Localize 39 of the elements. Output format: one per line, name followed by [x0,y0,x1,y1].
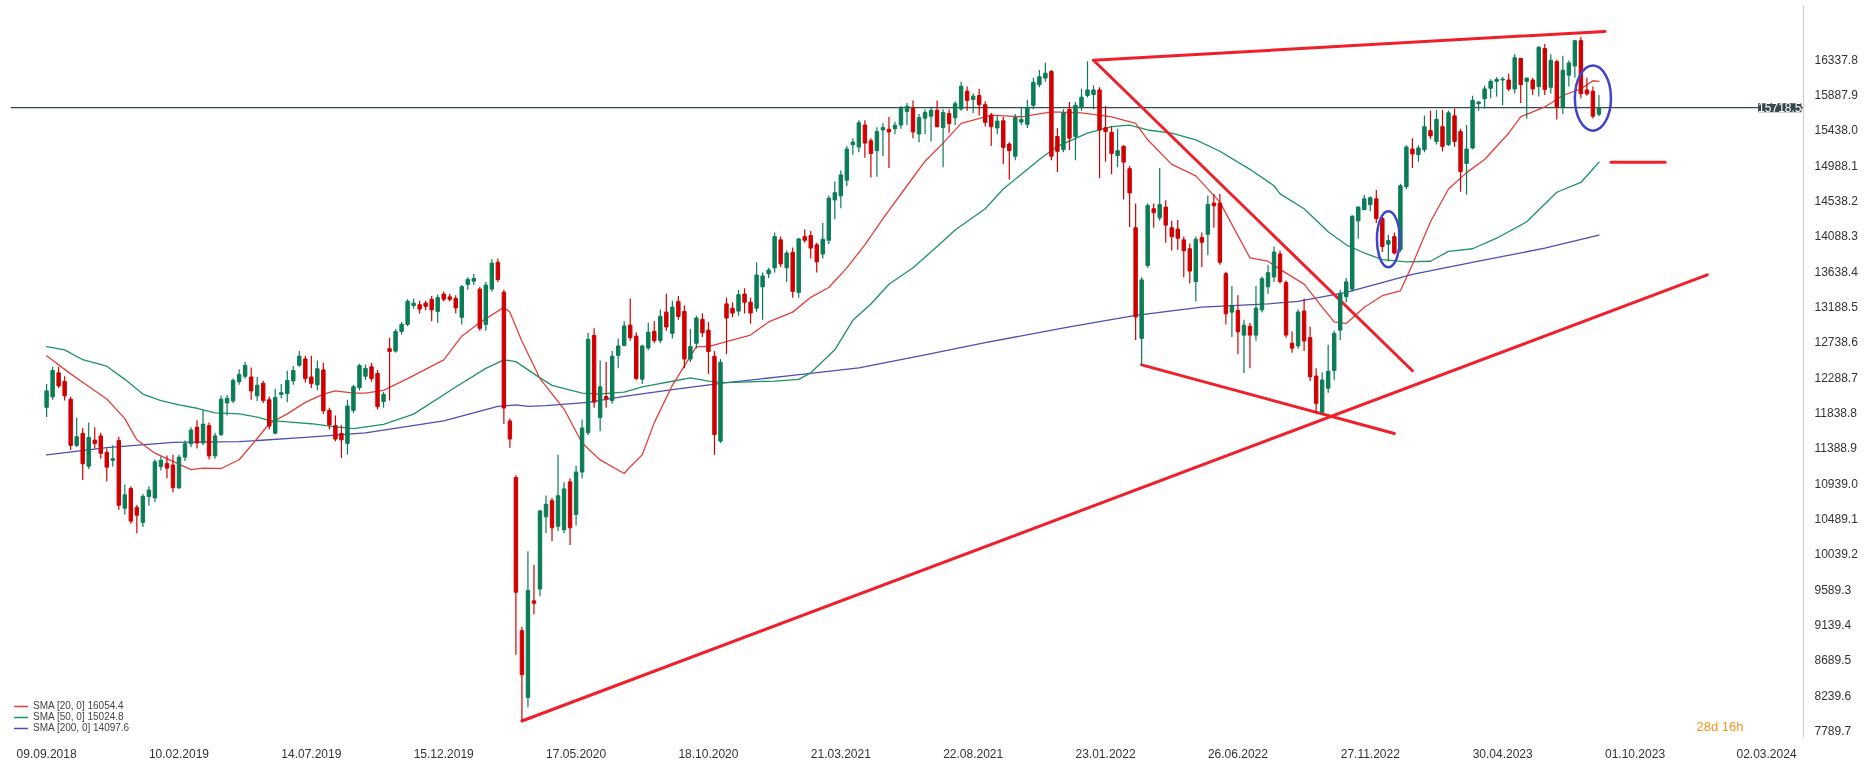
x-tick-label: 18.10.2020 [678,746,739,761]
x-tick-label: 15.12.2019 [413,746,475,761]
x-tick-label: 17.05.2020 [546,746,607,761]
y-tick-label: 11838.8 [1814,405,1858,420]
x-tick-label: 10.02.2019 [148,746,210,761]
ref-line-label: 15718.5 [1758,101,1802,116]
x-tick-label: 27.11.2022 [1340,746,1401,761]
x-tick-label: 26.06.2022 [1207,746,1269,761]
y-tick-label: 13638.4 [1814,264,1859,279]
legend-label: SMA [50, 0] 15024.8 [33,711,124,722]
y-tick-label: 10039.2 [1814,547,1859,562]
y-tick-label: 12738.6 [1814,335,1859,350]
y-tick-label: 14988.1 [1814,158,1859,173]
y-tick-label: 15438.0 [1814,123,1859,138]
y-tick-label: 12288.7 [1814,370,1859,385]
y-tick-label: 10939.0 [1814,476,1859,491]
y-tick-label: 7789.7 [1814,723,1852,738]
y-tick-label: 14538.2 [1814,193,1859,208]
annotation: 28d 16h [1696,718,1744,734]
legend-label: SMA [200, 0] 14097.6 [33,722,130,733]
y-tick-label: 14088.3 [1814,229,1859,244]
y-tick-label: 8689.5 [1814,653,1852,668]
x-tick-label: 21.03.2021 [810,746,872,761]
x-tick-label: 30.04.2023 [1472,746,1534,761]
y-tick-label: 16337.8 [1814,52,1859,67]
y-tick-label: 8239.6 [1814,688,1852,703]
y-tick-label: 11388.9 [1814,441,1858,456]
x-tick-label: 02.03.2024 [1736,746,1797,761]
x-tick-label: 22.08.2021 [943,746,1004,761]
y-tick-label: 13188.5 [1814,299,1859,314]
y-tick-label: 10489.1 [1814,511,1859,526]
x-tick-label: 23.01.2022 [1075,746,1136,761]
x-tick-label: 09.09.2018 [16,746,77,761]
y-tick-label: 15887.9 [1814,87,1859,102]
x-tick-label: 14.07.2019 [281,746,342,761]
legend-label: SMA [20, 0] 16054.4 [33,700,124,711]
y-tick-label: 9589.3 [1814,582,1852,597]
y-tick-label: 9139.4 [1814,617,1852,632]
x-tick-label: 01.10.2023 [1605,746,1666,761]
